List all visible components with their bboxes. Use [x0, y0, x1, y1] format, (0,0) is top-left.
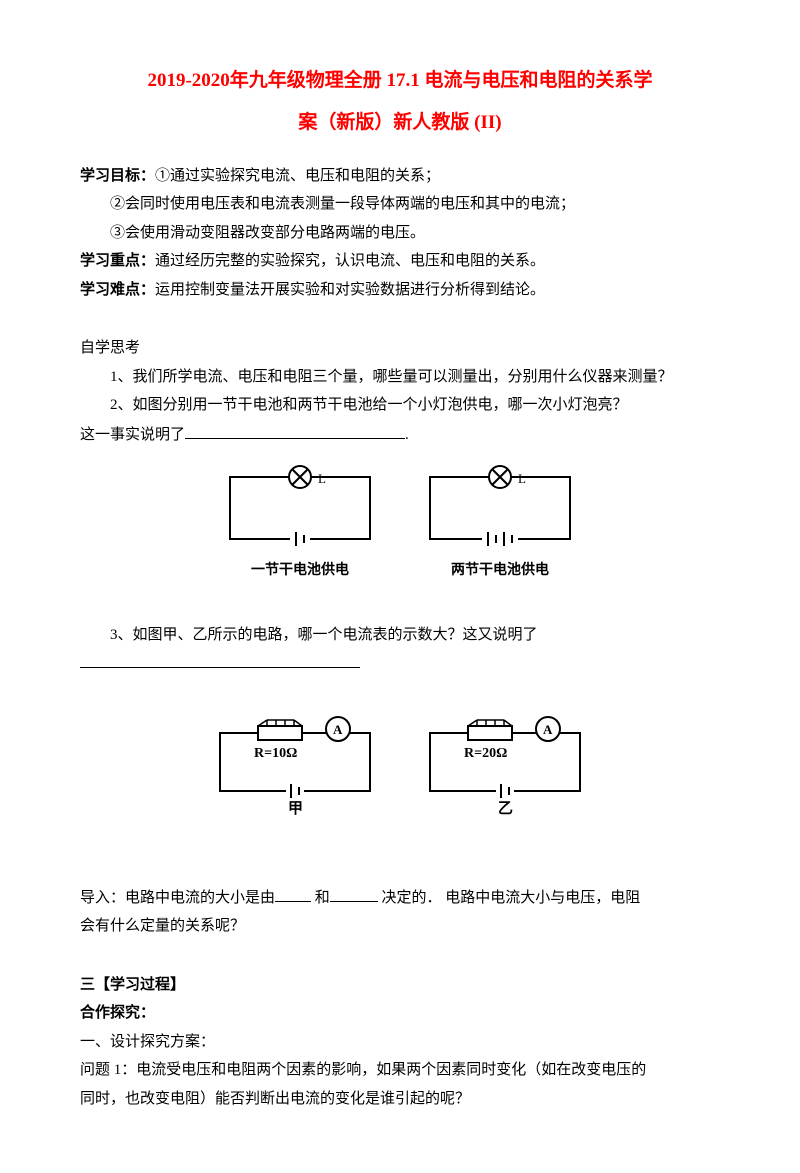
figure-row-1: L 一节干电池供电 L 两节干电池供电: [80, 459, 720, 585]
question-2b: 这一事实说明了.: [80, 420, 720, 450]
circuit-jia: A R=10Ω 甲: [210, 707, 380, 817]
caption-jia: 甲: [288, 800, 303, 817]
title-line-1: 2019-2020年九年级物理全册 17.1 电流与电压和电阻的关系学: [80, 60, 720, 102]
blank-1: [185, 420, 405, 439]
lamp-label-L: L: [318, 471, 326, 486]
ammeter-A-1: A: [333, 722, 343, 737]
objectives: 学习目标：①通过实验探究电流、电压和电阻的关系；: [80, 162, 720, 191]
problem-1a: 问题 1：电流受电压和电阻两个因素的影响，如果两个因素同时变化（如在改变电压的: [80, 1056, 720, 1085]
obj3: ③会使用滑动变阻器改变部分电路两端的电压。: [80, 219, 720, 248]
circuit-yi: A R=20Ω 乙: [420, 707, 590, 817]
lead-after: 决定的． 电路中电流大小与电压，电阻: [378, 890, 641, 906]
problem-1b: 同时，也改变电阻）能否判断出电流的变化是谁引起的呢？: [80, 1085, 720, 1114]
title-line-2: 案（新版）新人教版 (II): [80, 102, 720, 144]
circuit-diagram-2-right: A R=20Ω 乙: [420, 707, 590, 817]
lead-line2: 会有什么定量的关系呢？: [80, 912, 720, 941]
difficulty-label: 学习难点：: [80, 282, 155, 298]
question-2a: 2、如图分别用一节干电池和两节干电池给一个小灯泡供电，哪一次小灯泡亮？: [80, 391, 720, 420]
lead-in: 导入：电路中电流的大小是由 和 决定的． 电路中电流大小与电压，电阻: [80, 883, 720, 913]
focus-label: 学习重点：: [80, 253, 155, 269]
circuit-diagram-1-right: L: [420, 459, 580, 554]
blank-line-2-row: [80, 649, 720, 679]
blank-2: [80, 649, 360, 668]
blank-3: [275, 883, 311, 902]
difficulty-text: 运用控制变量法开展实验和对实验数据进行分析得到结论。: [155, 282, 545, 298]
selfstudy-header: 自学思考: [80, 334, 720, 363]
circuit-diagram-1-left: L: [220, 459, 380, 554]
difficulty: 学习难点：运用控制变量法开展实验和对实验数据进行分析得到结论。: [80, 276, 720, 305]
caption-one-cell: 一节干电池供电: [251, 558, 349, 585]
question-3: 3、如图甲、乙所示的电路，哪一个电流表的示数大？这又说明了: [80, 621, 720, 650]
resistor-label-10: R=10Ω: [254, 746, 297, 761]
coop-header: 合作探究：: [80, 999, 720, 1028]
caption-yi: 乙: [498, 801, 513, 817]
lead-mid: 和: [311, 890, 330, 906]
lead-prefix: 导入：电路中电流的大小是由: [80, 890, 275, 906]
objectives-label: 学习目标：: [80, 168, 155, 184]
question-1: 1、我们所学电流、电压和电阻三个量，哪些量可以测量出，分别用什么仪器来测量？: [80, 363, 720, 392]
circuit-one-cell: L 一节干电池供电: [220, 459, 380, 585]
blank-4: [330, 883, 378, 902]
focus: 学习重点：通过经历完整的实验探究，认识电流、电压和电阻的关系。: [80, 247, 720, 276]
obj2: ②会同时使用电压表和电流表测量一段导体两端的电压和其中的电流；: [80, 190, 720, 219]
plan-header: 一、设计探究方案：: [80, 1028, 720, 1057]
obj1: ①通过实验探究电流、电压和电阻的关系；: [155, 168, 440, 184]
resistor-label-20: R=20Ω: [464, 746, 507, 761]
ammeter-A-2: A: [543, 722, 553, 737]
caption-two-cell: 两节干电池供电: [451, 558, 549, 585]
focus-text: 通过经历完整的实验探究，认识电流、电压和电阻的关系。: [155, 253, 545, 269]
q2b-prefix: 这一事实说明了: [80, 427, 185, 443]
figure-row-2: A R=10Ω 甲 A R: [80, 707, 720, 817]
section-3-header: 三【学习过程】: [80, 971, 720, 1000]
q2b-suffix: .: [405, 427, 409, 443]
circuit-diagram-2-left: A R=10Ω 甲: [210, 707, 380, 817]
lamp-label-L-2: L: [518, 471, 526, 486]
circuit-two-cell: L 两节干电池供电: [420, 459, 580, 585]
